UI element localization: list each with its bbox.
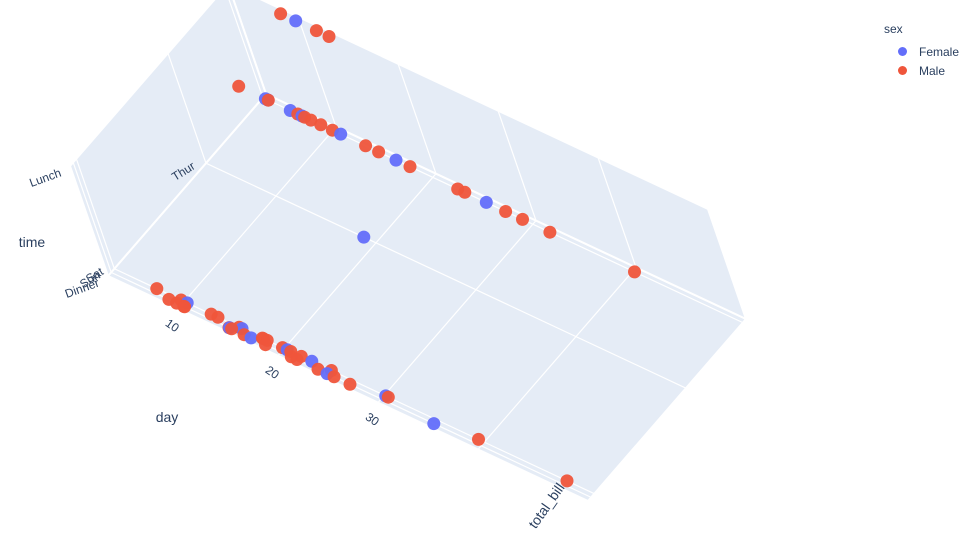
axis-title-time: time [19,234,46,250]
point-male-7[interactable] [261,93,275,107]
legend-title: sex [884,22,903,36]
point-male-13[interactable] [314,118,328,132]
axis-title-total-bill: total_bill [525,480,568,531]
legend-swatch-male [898,66,907,75]
point-male-59[interactable] [343,377,357,391]
tick-total-bill-0: 10 [163,316,182,335]
grid-day-left-1 [75,158,115,269]
point-male-47[interactable] [259,338,272,352]
point-male-16[interactable] [359,139,373,153]
point-male-63[interactable] [472,432,485,446]
grid-bill-floor-0 [177,126,337,310]
point-male-27[interactable] [628,265,641,279]
grid-day-left-3 [228,0,264,98]
legend-item-male[interactable]: Male [872,61,976,80]
grid-bill-floor-3 [477,267,637,450]
tick-time-1: Lunch [28,166,64,190]
data-points[interactable] [150,7,641,488]
grid-time-left-0 [107,93,267,277]
point-male-24[interactable] [516,212,529,226]
point-male-41[interactable] [225,322,239,336]
point-male-0[interactable] [274,7,288,21]
grid-bill-back-1 [397,63,437,174]
point-male-58[interactable] [327,370,341,384]
point-female-1[interactable] [289,14,303,28]
legend-item-female[interactable]: Female [872,42,976,61]
point-male-64[interactable] [560,474,574,488]
grid-day-floor-2 [205,162,687,389]
point-male-12[interactable] [304,113,318,127]
point-male-34[interactable] [178,300,192,314]
point-female-22[interactable] [479,195,493,209]
point-male-28[interactable] [150,282,164,296]
point-female-43[interactable] [244,331,258,345]
point-male-19[interactable] [403,160,417,174]
legend-swatch-female [898,47,907,56]
point-male-2[interactable] [309,24,323,38]
point-male-21[interactable] [458,185,472,199]
grid-bill-back-2 [497,110,537,221]
point-male-36[interactable] [211,310,225,324]
point-female-26[interactable] [357,230,371,244]
grid-time-left-1 [69,0,215,167]
point-female-18[interactable] [389,153,403,167]
point-male-4[interactable] [232,79,246,93]
grid-day-left-2 [167,52,207,164]
legend: sex Female Male [872,22,976,80]
grid-bill-back-0 [297,16,337,128]
legend-label-male: Male [919,63,946,78]
grid-bill-floor-1 [277,173,437,357]
grid-bill-back-3 [597,157,637,268]
legend-label-female: Female [919,44,960,59]
tick-total-bill-1: 20 [263,363,282,382]
point-male-25[interactable] [543,225,557,239]
point-female-15[interactable] [334,127,348,141]
point-female-62[interactable] [427,417,441,431]
grid-time-back-1 [260,0,709,210]
grid-day-left-0 [72,162,112,273]
tick-total-bill-2: 30 [363,410,382,429]
point-male-53[interactable] [290,353,304,366]
point-male-17[interactable] [372,145,386,159]
point-male-3[interactable] [322,30,336,43]
axis-walls [68,0,748,503]
grid-bill-floor-2 [377,220,537,403]
point-male-23[interactable] [499,205,513,218]
axis-title-day: day [156,409,179,425]
point-male-61[interactable] [381,390,395,404]
